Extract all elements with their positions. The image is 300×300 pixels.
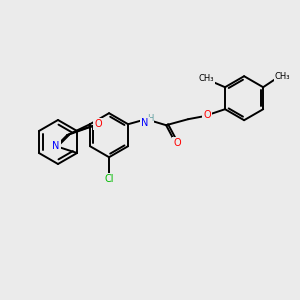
Text: CH₃: CH₃: [274, 72, 290, 81]
Text: O: O: [94, 119, 102, 129]
Text: Cl: Cl: [104, 174, 114, 184]
Text: H: H: [147, 114, 153, 123]
Text: O: O: [203, 110, 211, 120]
Text: CH₃: CH₃: [198, 74, 214, 83]
Text: N: N: [52, 141, 60, 151]
Text: N: N: [141, 118, 149, 128]
Text: O: O: [173, 138, 181, 148]
